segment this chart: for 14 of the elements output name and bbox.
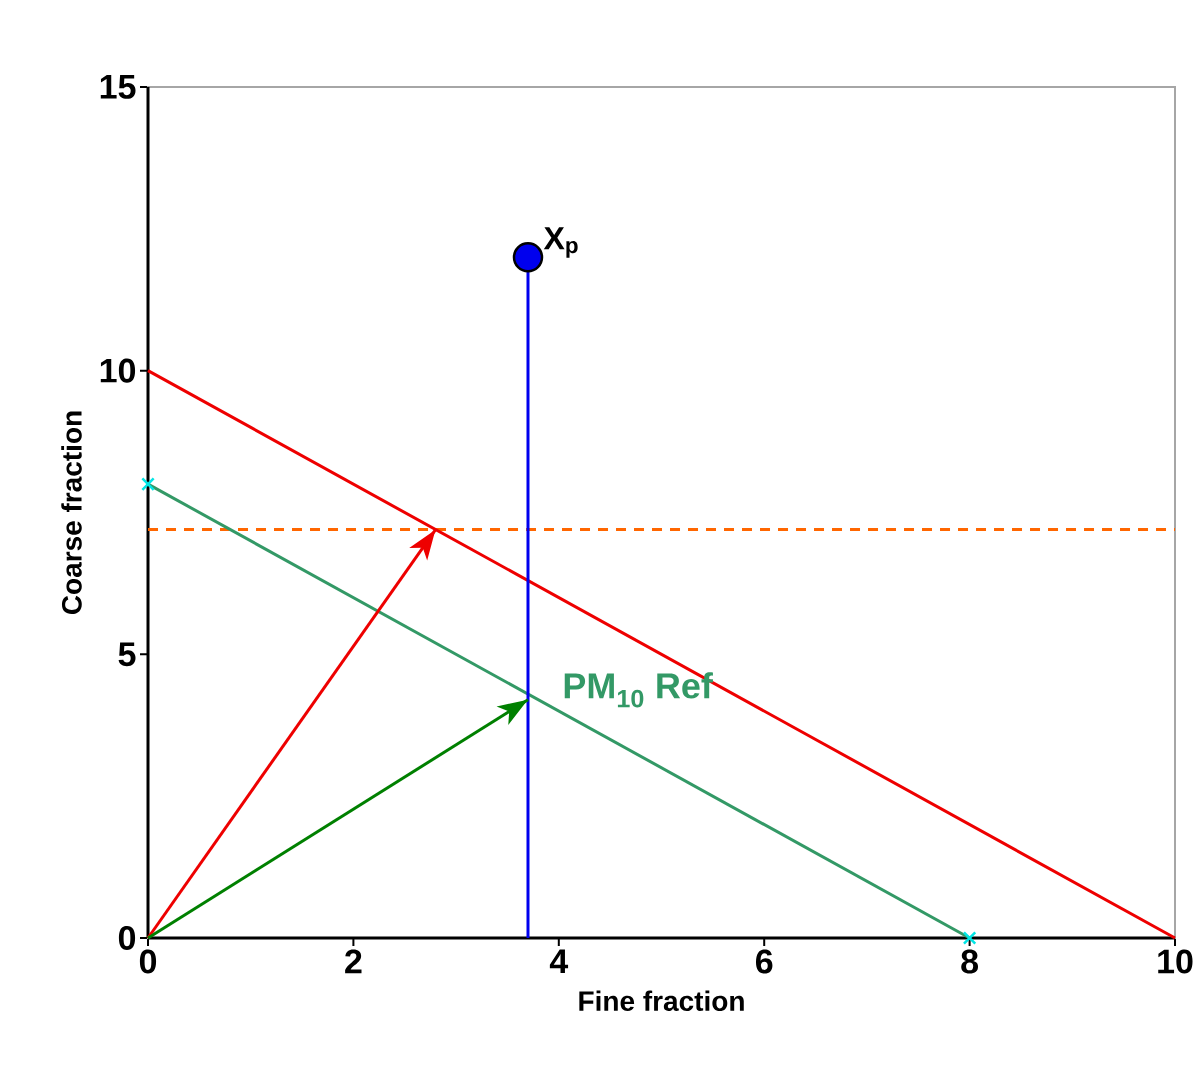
x-axis-title: Fine fraction [579,990,744,1012]
y-tick-label: 15 [100,75,136,99]
y-axis-title: Coarse fraction [61,411,82,615]
x-tick-label: 2 [345,949,362,974]
x-tick-label: 6 [755,949,773,974]
y-tick-label: 0 [118,925,136,951]
x-tick-label: 10 [1158,949,1193,974]
y-tick-label: 10 [100,358,136,383]
series-label: PM$_{10}$ Ref [564,672,713,708]
x-tick-label: 0 [139,949,157,974]
x-tick-label: 4 [549,949,569,973]
x-tick-label: 8 [961,949,979,974]
annotation: X$_{p}$ [543,227,578,258]
y-tick-label: 5 [118,642,136,667]
